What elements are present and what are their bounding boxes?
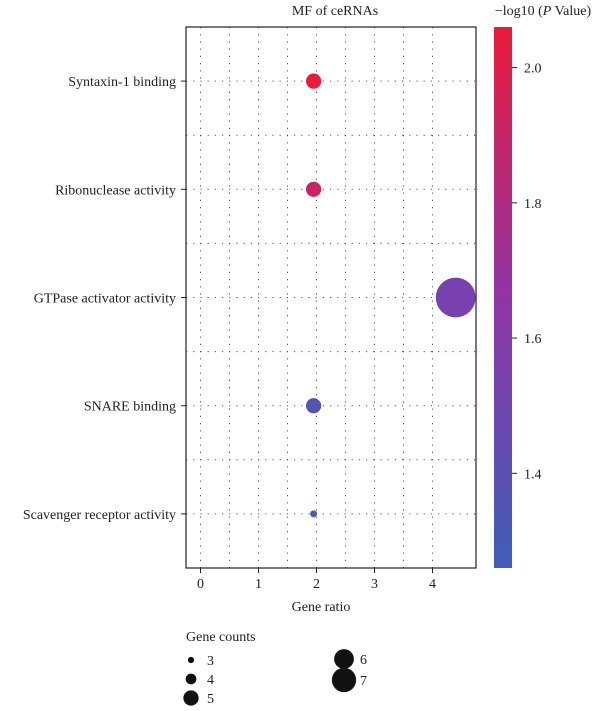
x-tick-label: 1 xyxy=(255,577,262,592)
data-points xyxy=(306,73,476,518)
y-category-label: Scavenger receptor activity xyxy=(23,508,176,523)
size-legend-label: 3 xyxy=(207,654,214,669)
size-legend-marker xyxy=(331,667,357,693)
data-point xyxy=(310,510,318,518)
y-category-label: Ribonuclease activity xyxy=(55,183,176,198)
size-legend-marker xyxy=(183,690,199,706)
colorbar-title-prefix: −log10 ( xyxy=(495,4,543,19)
colorbar-tick-label: 1.4 xyxy=(524,467,542,482)
y-category-labels: Syntaxin-1 binding Ribonuclease activity G… xyxy=(23,75,186,523)
x-tick-label: 0 xyxy=(197,577,204,592)
colorbar-title-italic: P xyxy=(542,4,552,19)
chart-title: MF of ceRNAs xyxy=(292,4,378,19)
size-legend-marker xyxy=(334,649,354,669)
x-axis-title: Gene ratio xyxy=(292,600,351,615)
colorbar-title-suffix: Value) xyxy=(551,4,591,19)
x-tick-label: 3 xyxy=(371,577,378,592)
colorbar-ticks: 1.4 1.6 1.8 2.0 xyxy=(512,62,542,482)
grid-lines xyxy=(186,27,476,568)
size-legend-label: 4 xyxy=(207,673,214,688)
size-legend-label: 5 xyxy=(207,692,214,707)
colorbar xyxy=(494,27,512,568)
colorbar-tick-label: 1.6 xyxy=(524,332,542,347)
data-point xyxy=(435,277,476,318)
size-legend: 3 4 5 6 7 xyxy=(183,649,367,707)
y-category-label: SNARE binding xyxy=(84,400,176,415)
x-tick-label: 4 xyxy=(429,577,436,592)
colorbar-title: −log10 (P Value) xyxy=(495,4,592,19)
colorbar-tick-label: 1.8 xyxy=(524,197,542,212)
colorbar-tick-label: 2.0 xyxy=(524,62,542,77)
size-legend-marker xyxy=(187,656,195,664)
size-legend-label: 7 xyxy=(360,674,367,689)
y-category-label: GTPase activator activity xyxy=(34,292,176,307)
data-point xyxy=(306,73,322,89)
size-legend-label: 6 xyxy=(360,653,367,668)
x-tick-label: 2 xyxy=(313,577,320,592)
x-axis-ticks: 0 1 2 3 4 xyxy=(197,568,436,592)
y-category-label: Syntaxin-1 binding xyxy=(68,75,176,90)
size-legend-marker xyxy=(185,673,197,685)
size-legend-title: Gene counts xyxy=(186,630,256,645)
data-point xyxy=(306,398,322,414)
data-point xyxy=(306,181,322,197)
